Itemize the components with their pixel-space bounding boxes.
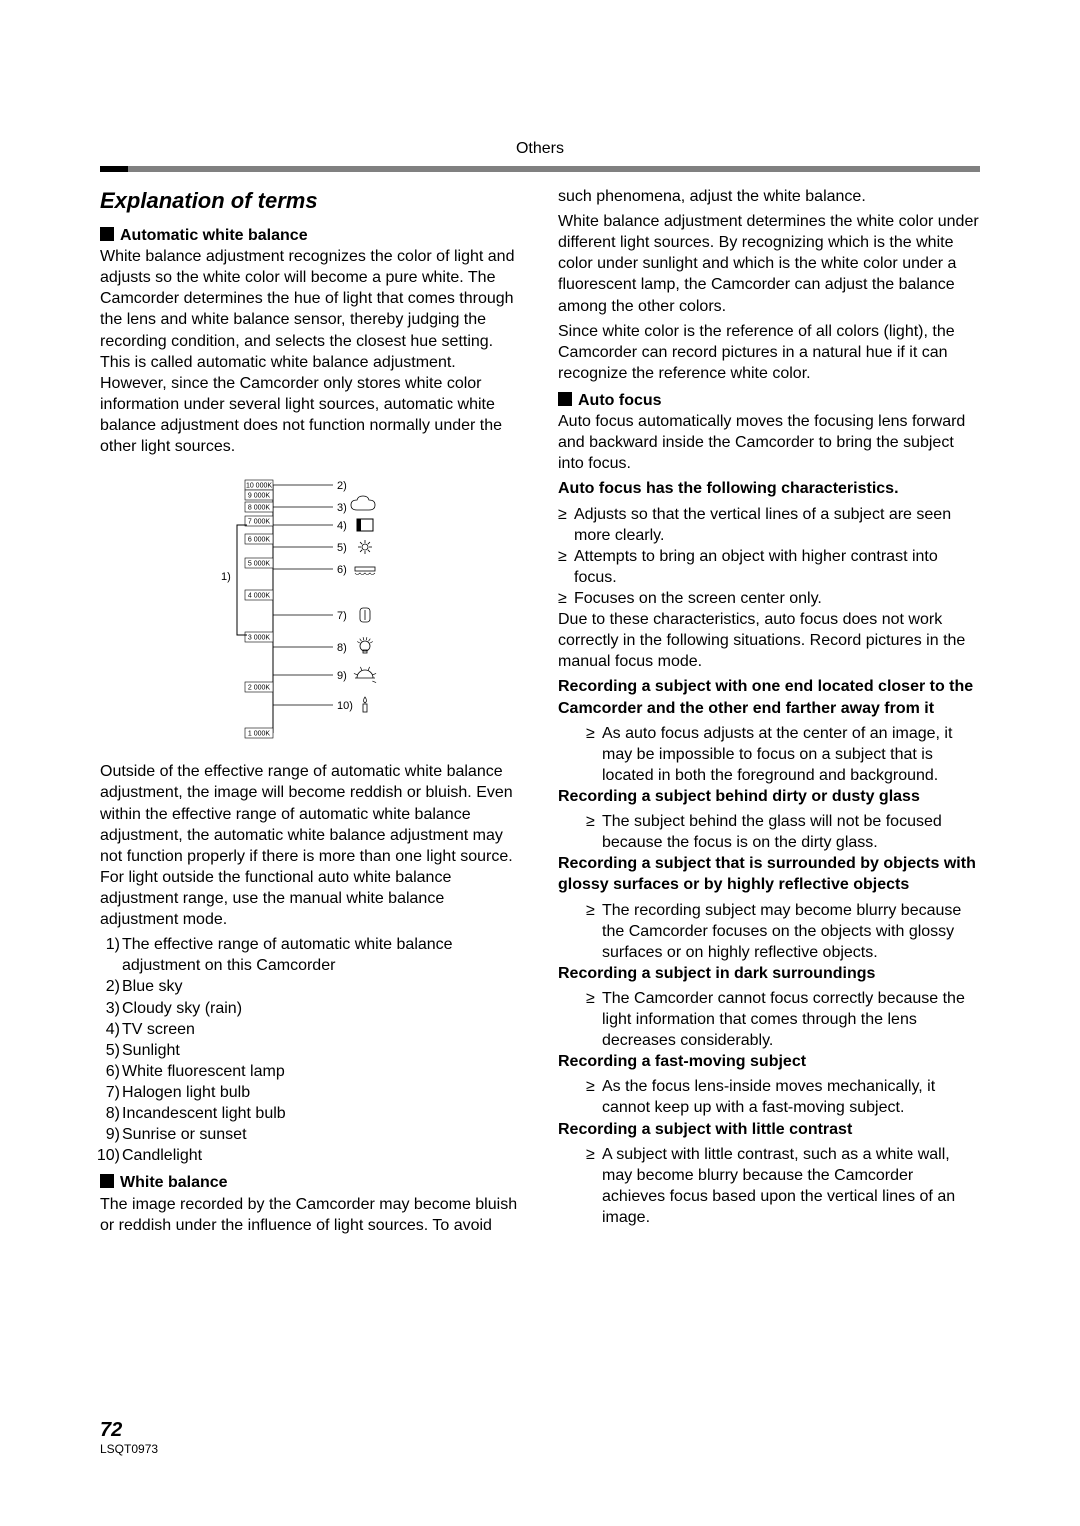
svg-text:4): 4) xyxy=(337,520,347,532)
legend-text: TV screen xyxy=(122,1021,195,1038)
wb-heading: White balance xyxy=(100,1172,522,1193)
af-char-item: Attempts to bring an object with higher … xyxy=(558,546,980,588)
svg-text:6 000K: 6 000K xyxy=(248,537,271,544)
awb-p1: White balance adjustment recognizes the … xyxy=(100,246,522,457)
af-case-body: A subject with little contrast, such as … xyxy=(586,1144,980,1228)
svg-text:8 000K: 8 000K xyxy=(248,505,271,512)
kelvin-chart: 10 000K 9 000K 8 000K 7 000K 6 000K 5 000K 4 0… xyxy=(100,465,522,751)
legend-item: 8)Incandescent light bulb xyxy=(122,1103,522,1124)
af-case-title: Recording a subject with one end located… xyxy=(558,676,980,718)
legend-item: 3)Cloudy sky (rain) xyxy=(122,998,522,1019)
legend-number: 1) xyxy=(94,934,120,955)
legend-number: 8) xyxy=(94,1103,120,1124)
af-heading-text: Auto focus xyxy=(578,392,662,409)
wb-p2: White balance adjustment determines the … xyxy=(558,211,980,317)
svg-text:8): 8) xyxy=(337,642,347,654)
svg-text:7): 7) xyxy=(337,610,347,622)
wb-heading-text: White balance xyxy=(120,1174,228,1191)
af-case-title: Recording a subject that is surrounded b… xyxy=(558,853,980,895)
svg-text:5 000K: 5 000K xyxy=(248,561,271,568)
svg-text:10 000K: 10 000K xyxy=(246,483,272,490)
legend-text: Halogen light bulb xyxy=(122,1084,250,1101)
svg-text:4 000K: 4 000K xyxy=(248,593,271,600)
svg-text:1 000K: 1 000K xyxy=(248,731,271,738)
legend-item: 10)Candlelight xyxy=(122,1145,522,1166)
af-case-body: As auto focus adjusts at the center of a… xyxy=(586,723,980,786)
legend-text: White fluorescent lamp xyxy=(122,1063,285,1080)
svg-text:5): 5) xyxy=(337,542,347,554)
square-bullet-icon xyxy=(100,1174,114,1188)
af-case-body: As the focus lens-inside moves mechanica… xyxy=(586,1076,980,1118)
page-number: 72 xyxy=(100,1419,158,1442)
legend-number: 6) xyxy=(94,1061,120,1082)
awb-p2: Outside of the effective range of automa… xyxy=(100,761,522,930)
legend-number: 10) xyxy=(94,1145,120,1166)
legend-item: 9)Sunrise or sunset xyxy=(122,1124,522,1145)
legend-item: 4)TV screen xyxy=(122,1019,522,1040)
legend-text: Cloudy sky (rain) xyxy=(122,1000,242,1017)
af-case-body: The subject behind the glass will not be… xyxy=(586,811,980,853)
af-case-body: The recording subject may become blurry … xyxy=(586,900,980,963)
af-case-title: Recording a subject behind dirty or dust… xyxy=(558,786,980,807)
legend-text: Sunrise or sunset xyxy=(122,1126,247,1143)
awb-legend-list: 1)The effective range of automatic white… xyxy=(100,934,522,1166)
svg-text:7 000K: 7 000K xyxy=(248,519,271,526)
legend-number: 2) xyxy=(94,976,120,997)
legend-text: Blue sky xyxy=(122,978,182,995)
footer: 72 LSQT0973 xyxy=(100,1419,158,1456)
legend-number: 7) xyxy=(94,1082,120,1103)
af-after: Due to these characteristics, auto focus… xyxy=(558,609,980,672)
wb-p3: Since white color is the reference of al… xyxy=(558,321,980,384)
af-case-body-list: The recording subject may become blurry … xyxy=(558,900,980,963)
af-case-title: Recording a fast-moving subject xyxy=(558,1051,980,1072)
svg-text:9): 9) xyxy=(337,670,347,682)
svg-text:10): 10) xyxy=(337,700,353,712)
svg-text:2 000K: 2 000K xyxy=(248,685,271,692)
af-intro: Auto focus automatically moves the focus… xyxy=(558,411,980,474)
af-cases: Recording a subject with one end located… xyxy=(558,676,980,1228)
legend-item: 1)The effective range of automatic white… xyxy=(122,934,522,976)
legend-text: The effective range of automatic white b… xyxy=(122,936,453,974)
svg-text:9 000K: 9 000K xyxy=(248,493,271,500)
af-case-title: Recording a subject with little contrast xyxy=(558,1119,980,1140)
svg-text:6): 6) xyxy=(337,564,347,576)
section-header: Others xyxy=(100,140,980,158)
svg-text:2): 2) xyxy=(337,480,347,492)
legend-number: 5) xyxy=(94,1040,120,1061)
af-case-body-list: The subject behind the glass will not be… xyxy=(558,811,980,853)
af-characteristics-list: Adjusts so that the vertical lines of a … xyxy=(558,504,980,610)
af-case-body-list: The Camcorder cannot focus correctly bec… xyxy=(558,988,980,1051)
svg-text:1): 1) xyxy=(221,571,231,583)
svg-text:3): 3) xyxy=(337,502,347,514)
af-case-title: Recording a subject in dark surroundings xyxy=(558,963,980,984)
legend-text: Candlelight xyxy=(122,1147,202,1164)
svg-text:3 000K: 3 000K xyxy=(248,635,271,642)
af-char-heading: Auto focus has the following characteris… xyxy=(558,478,980,499)
awb-heading-text: Automatic white balance xyxy=(120,227,308,244)
legend-item: 6)White fluorescent lamp xyxy=(122,1061,522,1082)
document-id: LSQT0973 xyxy=(100,1442,158,1456)
legend-number: 4) xyxy=(94,1019,120,1040)
awb-heading: Automatic white balance xyxy=(100,225,522,246)
af-case-body-list: A subject with little contrast, such as … xyxy=(558,1144,980,1228)
legend-text: Incandescent light bulb xyxy=(122,1105,286,1122)
square-bullet-icon xyxy=(558,392,572,406)
af-case-body: The Camcorder cannot focus correctly bec… xyxy=(586,988,980,1051)
header-rule xyxy=(100,166,980,172)
legend-text: Sunlight xyxy=(122,1042,180,1059)
square-bullet-icon xyxy=(100,227,114,241)
legend-number: 9) xyxy=(94,1124,120,1145)
legend-number: 3) xyxy=(94,998,120,1019)
legend-item: 5)Sunlight xyxy=(122,1040,522,1061)
af-char-item: Focuses on the screen center only. xyxy=(558,588,980,609)
legend-item: 2)Blue sky xyxy=(122,976,522,997)
page-title: Explanation of terms xyxy=(100,186,522,215)
af-case-body-list: As auto focus adjusts at the center of a… xyxy=(558,723,980,786)
af-case-body-list: As the focus lens-inside moves mechanica… xyxy=(558,1076,980,1118)
af-heading: Auto focus xyxy=(558,390,980,411)
legend-item: 7)Halogen light bulb xyxy=(122,1082,522,1103)
kelvin-chart-svg: 10 000K 9 000K 8 000K 7 000K 6 000K 5 000K 4 0… xyxy=(201,465,421,745)
af-char-item: Adjusts so that the vertical lines of a … xyxy=(558,504,980,546)
